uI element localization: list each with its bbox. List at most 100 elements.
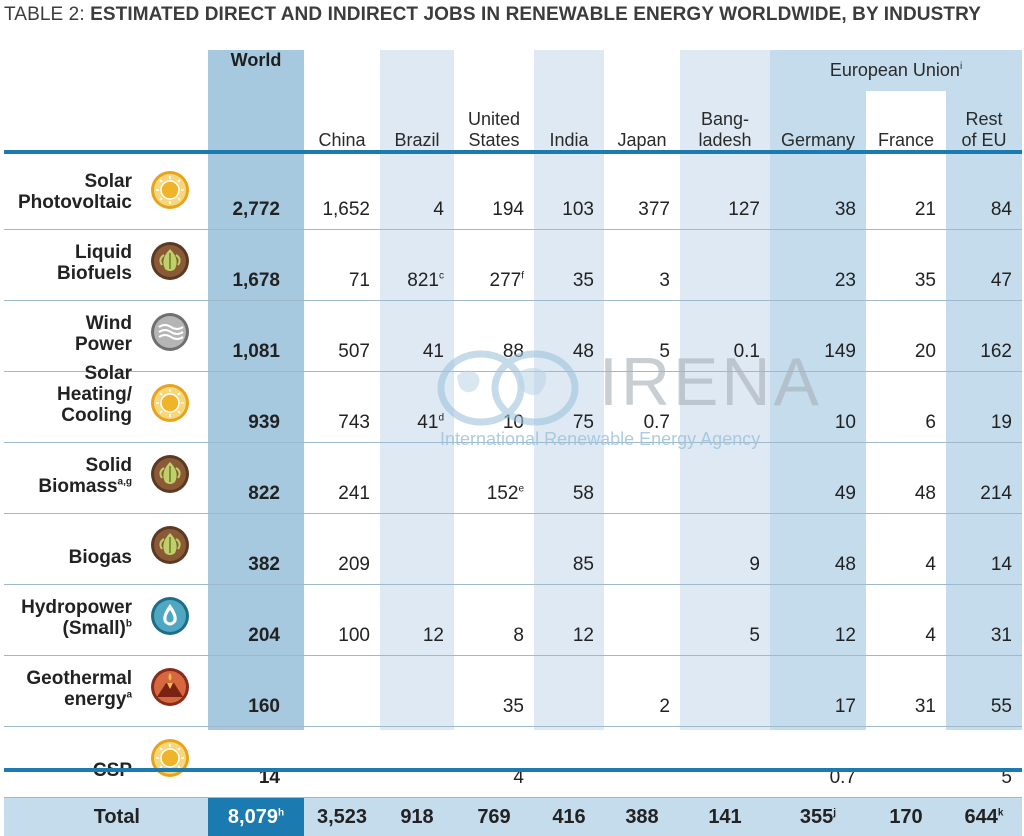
irena-watermark: IRENA <box>599 347 822 417</box>
footnote-marker: e <box>518 484 524 495</box>
industry-label-line: Heating/ <box>0 384 132 405</box>
country-value-value: 35 <box>573 270 594 291</box>
country-value-value: 71 <box>349 270 370 291</box>
industry-label-line: Hydropower <box>0 597 132 618</box>
footer-rule <box>4 768 1022 772</box>
world-value: 160 <box>208 656 304 727</box>
header-country-line2: Japan <box>604 130 680 151</box>
industry-label-line: Biofuels <box>0 263 132 284</box>
industry-label-text: Photovoltaic <box>18 192 132 213</box>
world-value: 1,678 <box>208 230 304 301</box>
country-value: 4 <box>866 585 946 656</box>
country-value-value: 5 <box>749 625 760 646</box>
country-value-value: 84 <box>991 199 1012 220</box>
total-value: 3,523 <box>304 798 380 836</box>
industry-label-line: (Small)b <box>0 618 132 639</box>
total-value: 141 <box>680 798 770 836</box>
world-value: 204 <box>208 585 304 656</box>
table-title: TABLE 2: ESTIMATED DIRECT AND INDIRECT J… <box>4 2 981 28</box>
industry-label-text: energy <box>64 689 126 710</box>
industry-label-cell: Hydropower(Small)b <box>4 585 208 656</box>
industry-label-text: Geothermal <box>26 668 132 689</box>
country-value: 194 <box>454 159 534 230</box>
industry-label-line: energya <box>0 689 132 710</box>
total-value-value: 3,523 <box>317 806 367 828</box>
country-value: 507 <box>304 301 380 372</box>
country-value: 47 <box>946 230 1022 301</box>
header-country-line2: China <box>304 130 380 151</box>
country-value-value: 20 <box>915 341 936 362</box>
country-value <box>680 727 770 798</box>
country-value: 12 <box>534 585 604 656</box>
country-value: 377 <box>604 159 680 230</box>
footnote-marker: b <box>126 619 132 630</box>
country-value: 103 <box>534 159 604 230</box>
country-value: 8 <box>454 585 534 656</box>
industry-label-line: Biogas <box>0 547 132 568</box>
country-value: 162 <box>946 301 1022 372</box>
total-value-value: 769 <box>477 806 510 828</box>
country-value-value: 377 <box>638 199 670 220</box>
country-value: 31 <box>946 585 1022 656</box>
total-value: 388 <box>604 798 680 836</box>
country-value-value: 194 <box>492 199 524 220</box>
country-value: 48 <box>770 514 866 585</box>
header-country: India <box>534 91 604 159</box>
total-world-value-value: 8,079 <box>228 806 278 828</box>
country-value: 1,652 <box>304 159 380 230</box>
industry-label-line: Solar <box>0 363 132 384</box>
industry-label-text: Biomass <box>38 476 117 497</box>
country-value: 71 <box>304 230 380 301</box>
world-value: 2,772 <box>208 159 304 230</box>
world-value: 939 <box>208 372 304 443</box>
country-value-value: 14 <box>991 554 1012 575</box>
country-value: 277f <box>454 230 534 301</box>
footnote-marker: j <box>833 807 836 818</box>
volcano-icon <box>150 667 190 707</box>
country-value: 2 <box>604 656 680 727</box>
country-value: 17 <box>770 656 866 727</box>
country-value: 4 <box>454 727 534 798</box>
header-country-line1: Rest <box>946 109 1022 130</box>
industry-label: Biogas <box>0 547 132 568</box>
country-value-value: 507 <box>338 341 370 362</box>
country-value-value: 241 <box>338 483 370 504</box>
country-value-value: 55 <box>991 696 1012 717</box>
industry-label-line: Geothermal <box>0 668 132 689</box>
country-value-value: 31 <box>915 696 936 717</box>
world-value-value: 204 <box>248 625 280 646</box>
total-label: Total <box>4 798 208 836</box>
world-value: 382 <box>208 514 304 585</box>
country-value-value: 8 <box>513 625 524 646</box>
world-value: 1,081 <box>208 301 304 372</box>
industry-label-text: Wind <box>86 313 132 334</box>
country-value <box>380 727 454 798</box>
industry-label-line: Biomassa,g <box>0 476 132 497</box>
country-value-value: 4 <box>925 554 936 575</box>
header-country-line2: States <box>454 130 534 151</box>
header-country-line2: France <box>866 130 946 151</box>
country-value: 35 <box>454 656 534 727</box>
total-value-value: 918 <box>400 806 433 828</box>
industry-label-text: Power <box>75 334 132 355</box>
header-country-line2: Brazil <box>380 130 454 151</box>
wind-icon <box>150 312 190 352</box>
total-world-value: 8,079h <box>208 798 304 836</box>
country-value-value: 152 <box>487 483 519 504</box>
country-value-value: 38 <box>835 199 856 220</box>
country-value-value: 821 <box>407 270 439 291</box>
country-value-value: 103 <box>562 199 594 220</box>
leaf-icon <box>150 525 190 565</box>
header-country: Bang-ladesh <box>680 91 770 159</box>
